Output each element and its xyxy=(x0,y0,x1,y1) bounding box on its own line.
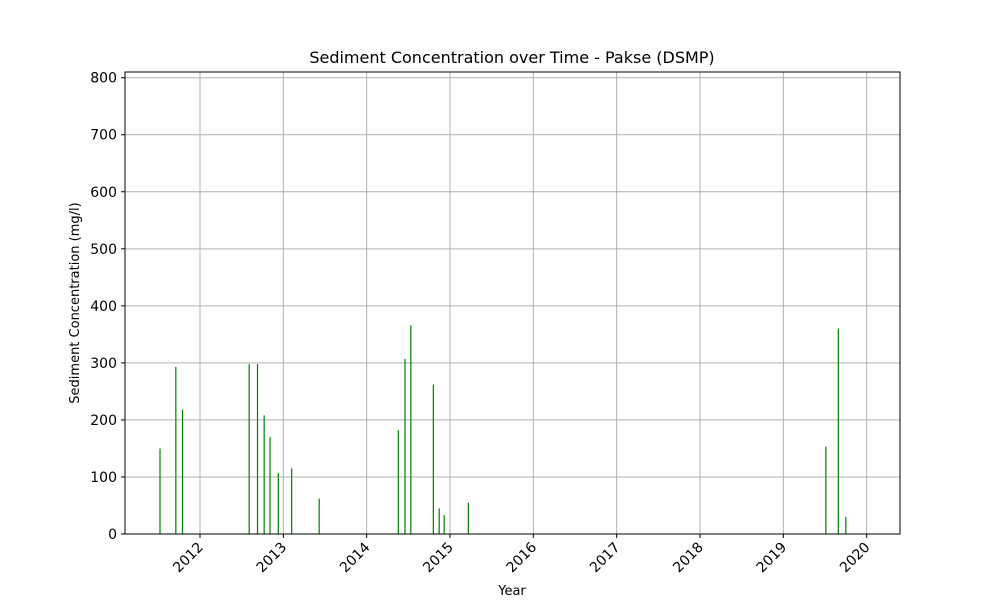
bar xyxy=(269,437,271,534)
chart-title: Sediment Concentration over Time - Pakse… xyxy=(309,48,714,67)
x-axis-label: Year xyxy=(497,584,526,599)
bar xyxy=(404,358,406,534)
y-ticks: 0 100 200 300 400 500 600 700 800 xyxy=(90,71,125,543)
y-tick-label: 500 xyxy=(90,242,117,258)
y-tick-label: 100 xyxy=(90,470,117,486)
bar xyxy=(432,384,434,534)
bar xyxy=(318,498,320,534)
bar xyxy=(397,430,399,534)
bar xyxy=(159,448,161,534)
bar xyxy=(263,415,265,534)
y-tick-label: 600 xyxy=(90,185,117,201)
bar xyxy=(175,366,177,534)
bar xyxy=(438,508,440,534)
bar xyxy=(410,325,412,534)
bar xyxy=(181,409,184,534)
bars xyxy=(159,325,847,534)
bar xyxy=(845,516,847,534)
grid xyxy=(125,72,900,535)
bar xyxy=(256,364,259,534)
bar xyxy=(443,515,445,534)
plot-frame xyxy=(124,71,901,535)
y-tick-label: 400 xyxy=(90,299,117,315)
y-tick-label: 300 xyxy=(90,356,117,372)
y-tick-label: 0 xyxy=(108,527,117,543)
bar xyxy=(291,468,293,534)
bar xyxy=(825,446,827,534)
bar xyxy=(467,502,469,534)
y-tick-label: 800 xyxy=(90,71,117,87)
bar xyxy=(837,328,839,534)
bar xyxy=(248,364,250,534)
y-axis-label: Sediment Concentration (mg/l) xyxy=(68,202,83,403)
y-tick-label: 700 xyxy=(90,128,117,144)
y-tick-label: 200 xyxy=(90,413,117,429)
bar xyxy=(277,472,279,534)
